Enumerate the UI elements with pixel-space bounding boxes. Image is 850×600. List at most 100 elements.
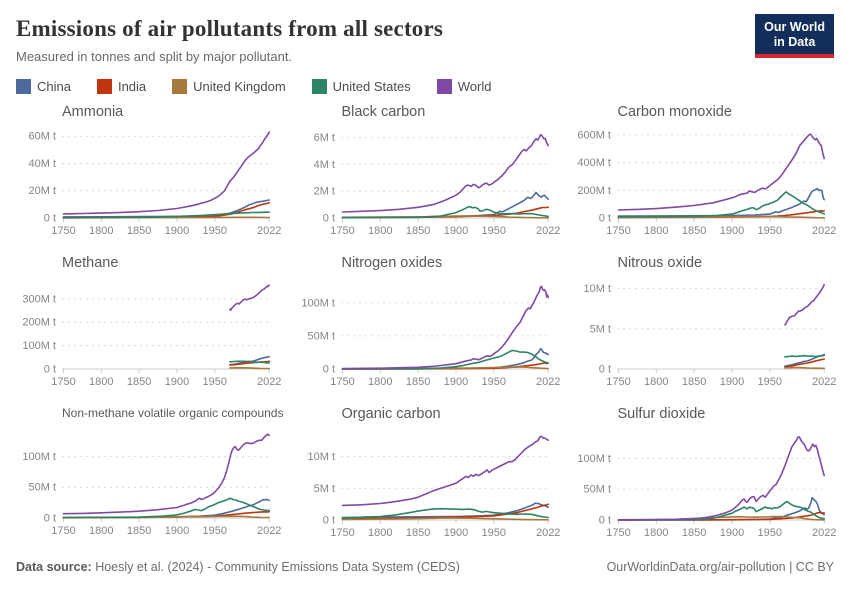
x-tick-label: 1850 xyxy=(127,525,151,537)
y-tick-label: 40M t xyxy=(28,158,56,170)
series-line-world[interactable] xyxy=(342,285,550,370)
x-tick-label: 1800 xyxy=(369,376,393,388)
series-line-united-states[interactable] xyxy=(62,497,270,519)
owid-logo-line2: in Data xyxy=(773,35,816,49)
legend-swatch-india xyxy=(96,79,112,94)
y-tick-label: 6M t xyxy=(314,132,335,144)
series-line-united-kingdom[interactable] xyxy=(62,216,270,219)
legend-item-china[interactable]: China xyxy=(16,79,71,94)
y-tick-label: 10M t xyxy=(308,451,336,463)
series-line-united-states[interactable] xyxy=(342,349,550,370)
x-tick-label: 1950 xyxy=(203,225,227,237)
x-tick-label: 1850 xyxy=(682,225,706,237)
series-line-united-states[interactable] xyxy=(62,211,270,219)
series-line-world[interactable] xyxy=(342,133,550,213)
series-line-world[interactable] xyxy=(784,283,826,326)
x-tick-label: 1900 xyxy=(444,527,468,539)
chart-organic-carbon: Organic carbon 0 t 5M t 10M t 1750 1800 1850 19… xyxy=(295,400,561,548)
series-line-united-kingdom[interactable] xyxy=(342,366,550,370)
x-tick-label: 2022 xyxy=(812,225,836,237)
y-tick-label: 10M t xyxy=(584,283,612,295)
series-line-world[interactable] xyxy=(62,131,270,215)
x-tick-label: 1850 xyxy=(127,376,151,388)
series-line-china[interactable] xyxy=(342,502,550,519)
chart-canvas: 0 t 100M t 200M t 300M t 1750 1800 1850 1900 195… xyxy=(22,284,281,388)
series-line-united-states[interactable] xyxy=(618,500,826,521)
series-line-united-states[interactable] xyxy=(618,191,826,218)
owid-logo[interactable]: Our World in Data xyxy=(755,14,834,58)
x-tick-label: 1800 xyxy=(645,376,669,388)
x-tick-label: 1950 xyxy=(758,225,782,237)
y-tick-label: 100M t xyxy=(22,451,56,463)
chart-title: Nitrogen oxides xyxy=(341,255,443,271)
series-line-united-kingdom[interactable] xyxy=(784,366,826,370)
x-tick-label: 1750 xyxy=(607,527,631,539)
series-line-china[interactable] xyxy=(618,187,826,217)
series-line-united-kingdom[interactable] xyxy=(618,215,826,219)
series-line-china[interactable] xyxy=(342,191,550,219)
legend-item-united-kingdom[interactable]: United Kingdom xyxy=(172,79,286,94)
series-line-world[interactable] xyxy=(342,435,550,507)
series-line-world[interactable] xyxy=(62,433,270,515)
series-line-world[interactable] xyxy=(618,133,826,211)
chart-canvas: 0 t 5M t 10M t 1750 1800 1850 1900 1950 2022 xyxy=(584,283,837,388)
series-line-china[interactable] xyxy=(62,199,270,218)
x-tick-label: 1750 xyxy=(607,376,631,388)
series-line-india[interactable] xyxy=(618,511,826,521)
chart-title: Black carbon xyxy=(341,104,426,120)
series-line-united-kingdom[interactable] xyxy=(342,517,550,521)
footer-credit[interactable]: OurWorldinData.org/air-pollution | CC BY xyxy=(606,560,834,574)
series-line-india[interactable] xyxy=(229,360,270,366)
chart-nitrogen-oxides: Nitrogen oxides 0 t 50M t 100M t 1750 1800 185… xyxy=(295,249,561,397)
x-tick-label: 2022 xyxy=(257,525,281,537)
series-line-united-states[interactable] xyxy=(342,205,550,219)
x-tick-label: 1850 xyxy=(406,376,430,388)
x-tick-label: 1850 xyxy=(406,527,430,539)
y-tick-label: 0 t xyxy=(44,364,56,376)
x-tick-label: 2022 xyxy=(536,527,560,539)
y-tick-label: 4M t xyxy=(314,159,335,171)
y-tick-label: 0 t xyxy=(323,213,335,225)
series-line-world[interactable] xyxy=(229,284,270,311)
series-line-china[interactable] xyxy=(618,497,826,521)
legend-item-world[interactable]: World xyxy=(436,79,491,94)
x-tick-label: 1800 xyxy=(89,225,113,237)
chart-methane: Methane 0 t 100M t 200M t 300M t 1750 1800 1850… xyxy=(16,249,283,397)
legend: China India United Kingdom United States Wor… xyxy=(16,79,834,94)
chart-canvas: 0 t 2M t 4M t 6M t 1750 1800 1850 1900 1950 2022 xyxy=(314,132,561,237)
chart-carbon-monoxide: Carbon monoxide 0 t 200M t 400M t 600M t 1750… xyxy=(571,98,837,246)
x-tick-label: 2022 xyxy=(257,376,281,388)
x-tick-label: 1950 xyxy=(203,376,227,388)
legend-item-india[interactable]: India xyxy=(96,79,146,94)
series-line-world[interactable] xyxy=(618,436,826,521)
chart-title: Sulfur dioxide xyxy=(617,406,706,422)
series-line-united-states[interactable] xyxy=(784,354,826,358)
series-line-india[interactable] xyxy=(784,358,826,368)
y-tick-label: 0 t xyxy=(44,513,56,525)
x-tick-label: 1850 xyxy=(682,527,706,539)
series-line-united-states[interactable] xyxy=(229,360,270,364)
x-tick-label: 2022 xyxy=(812,527,836,539)
x-tick-label: 1750 xyxy=(607,225,631,237)
series-line-united-states[interactable] xyxy=(342,507,550,519)
y-tick-label: 2M t xyxy=(314,186,335,198)
x-tick-label: 1900 xyxy=(165,225,189,237)
chart-title: Carbon monoxide xyxy=(617,104,732,120)
legend-item-united-states[interactable]: United States xyxy=(311,79,411,94)
x-tick-label: 1750 xyxy=(51,525,75,537)
y-tick-label: 50M t xyxy=(584,484,612,496)
series-line-united-kingdom[interactable] xyxy=(229,367,270,370)
y-tick-label: 0 t xyxy=(44,213,56,225)
y-tick-label: 50M t xyxy=(308,330,336,342)
x-tick-label: 1900 xyxy=(720,376,744,388)
chart-canvas: 0 t 20M t 40M t 60M t 1750 1800 1850 1900 1950 20… xyxy=(28,131,281,237)
y-tick-label: 100M t xyxy=(578,453,612,465)
y-tick-label: 5M t xyxy=(314,483,335,495)
x-tick-label: 1750 xyxy=(51,376,75,388)
y-tick-label: 200M t xyxy=(22,317,56,329)
chart-canvas: 0 t 200M t 400M t 600M t 1750 1800 1850 1900 195… xyxy=(578,129,837,237)
x-tick-label: 2022 xyxy=(812,376,836,388)
y-tick-label: 400M t xyxy=(578,157,612,169)
x-tick-label: 1850 xyxy=(406,225,430,237)
y-tick-label: 0 t xyxy=(323,364,335,376)
